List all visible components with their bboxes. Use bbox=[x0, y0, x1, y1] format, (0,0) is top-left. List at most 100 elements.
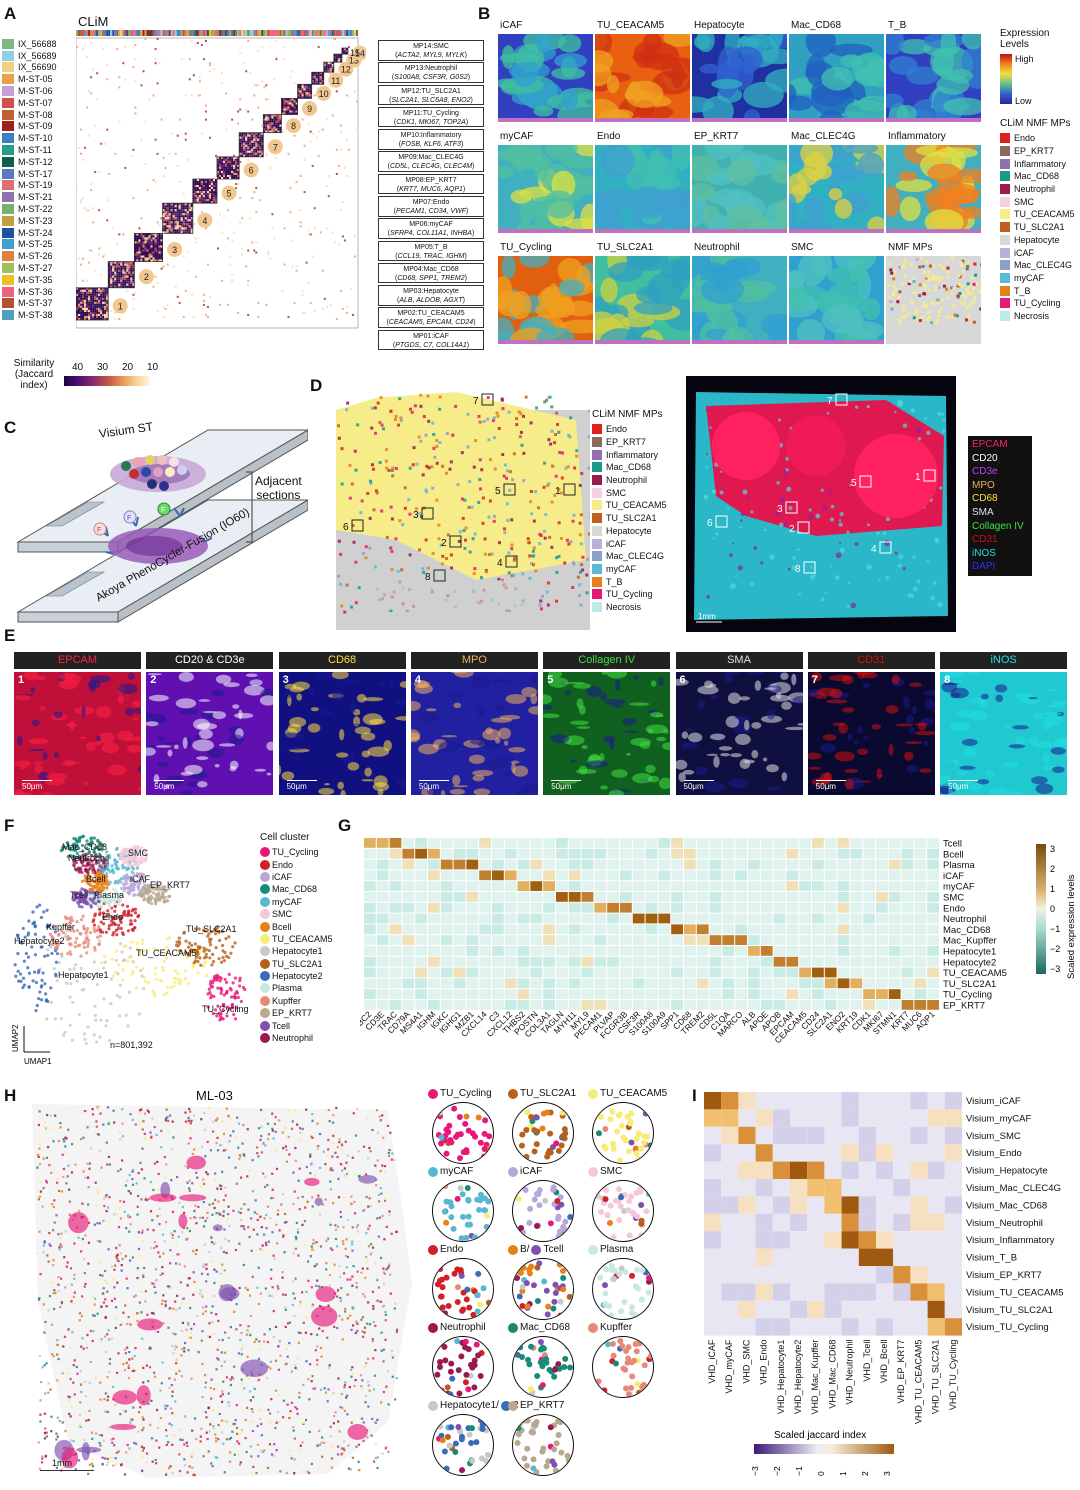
sample-swatch bbox=[2, 180, 14, 191]
umap-point bbox=[127, 892, 131, 896]
matrix-cell bbox=[94, 303, 97, 306]
umap-point bbox=[206, 992, 210, 996]
matrix-cell bbox=[86, 305, 89, 308]
matrix-cell bbox=[233, 164, 236, 167]
d-legend-swatch bbox=[592, 475, 602, 486]
matrix-speckle bbox=[301, 289, 304, 292]
sample-name: M-ST-36 bbox=[18, 286, 53, 297]
tile-spot bbox=[901, 308, 905, 312]
matrix-cell bbox=[277, 126, 280, 129]
mp-genes: (SFRP4, COL11A1, INHBA) bbox=[387, 230, 475, 238]
matrix-cell bbox=[132, 261, 135, 264]
umap-point bbox=[115, 993, 119, 998]
matrix-cell bbox=[337, 60, 340, 63]
panel-label-d: D bbox=[310, 376, 323, 395]
panel-label-c: C bbox=[4, 418, 17, 437]
umap-point bbox=[186, 952, 190, 956]
umap-point bbox=[135, 866, 139, 870]
panel-label-b: B bbox=[478, 4, 491, 23]
umap-point bbox=[120, 853, 124, 857]
module-number-badge: 6 bbox=[243, 162, 259, 178]
umap-point bbox=[22, 983, 27, 987]
matrix-cell bbox=[206, 187, 209, 190]
matrix-cell bbox=[247, 140, 250, 143]
e-texture-blob bbox=[425, 708, 437, 712]
matrix-cell bbox=[160, 235, 163, 238]
matrix-cell bbox=[263, 120, 266, 123]
matrix-cell bbox=[148, 259, 151, 262]
tile-title: Neutrophil bbox=[694, 242, 740, 253]
sample-name: M-ST-22 bbox=[18, 204, 53, 215]
e-texture-blob bbox=[885, 705, 899, 714]
matrix-speckle bbox=[343, 166, 346, 169]
e-texture-blob bbox=[176, 698, 197, 709]
matrix-speckle bbox=[243, 62, 246, 65]
matrix-cell bbox=[255, 146, 258, 149]
sample-strip-cell bbox=[311, 30, 314, 36]
matrix-speckle bbox=[309, 140, 312, 143]
map-spot bbox=[462, 528, 466, 532]
umap-point bbox=[32, 920, 36, 924]
e-texture-blob bbox=[232, 704, 240, 709]
if-speck bbox=[791, 565, 797, 571]
if-speck bbox=[709, 426, 712, 429]
matrix-cell bbox=[182, 227, 185, 230]
matrix-cell bbox=[82, 289, 85, 292]
umap-point bbox=[195, 948, 199, 952]
e-texture-blob bbox=[184, 764, 203, 775]
d-legend-item: Hepatocyte bbox=[592, 525, 667, 538]
tile-spot bbox=[938, 263, 942, 267]
nmf-legend-item: iCAF bbox=[1000, 246, 1075, 259]
matrix-cell bbox=[162, 227, 165, 230]
matrix-cell bbox=[130, 275, 133, 278]
matrix-cell bbox=[269, 120, 272, 123]
umap-point bbox=[67, 846, 71, 851]
matrix-cell bbox=[170, 223, 173, 226]
matrix-cell bbox=[202, 201, 205, 204]
map-spot bbox=[472, 465, 476, 469]
e-texture-blob bbox=[147, 673, 163, 676]
matrix-cell bbox=[164, 215, 167, 218]
matrix-cell bbox=[98, 295, 101, 298]
sample-strip-cell bbox=[120, 30, 123, 36]
matrix-cell bbox=[138, 247, 141, 250]
umap-point bbox=[233, 941, 237, 945]
sample-strip-cell bbox=[223, 30, 226, 36]
matrix-cell bbox=[219, 170, 222, 173]
umap-point bbox=[146, 981, 150, 985]
matrix-cell bbox=[150, 257, 153, 260]
matrix-cell bbox=[156, 237, 159, 240]
umap-point bbox=[131, 884, 135, 888]
tile-edge bbox=[692, 340, 787, 344]
matrix-cell bbox=[154, 233, 157, 236]
matrix-cell bbox=[112, 265, 115, 268]
matrix-cell bbox=[150, 245, 153, 248]
d-legend-name: Hepatocyte bbox=[606, 525, 652, 536]
tile-title: Mac_CLEC4G bbox=[791, 131, 856, 142]
matrix-cell bbox=[333, 58, 336, 61]
matrix-cell bbox=[235, 158, 238, 161]
d-legend-swatch bbox=[592, 601, 602, 612]
matrix-speckle bbox=[208, 70, 211, 73]
e-texture-blob bbox=[219, 743, 236, 747]
matrix-cell bbox=[251, 140, 254, 143]
d-legend-item: TU_Cycling bbox=[592, 588, 667, 601]
e-texture-blob bbox=[537, 694, 553, 705]
matrix-cell bbox=[188, 219, 191, 222]
tile-blob bbox=[886, 93, 904, 109]
e-texture-blob bbox=[725, 715, 739, 728]
tile-blob bbox=[724, 257, 761, 278]
roi-number: 1 bbox=[555, 486, 561, 497]
tile-spot bbox=[911, 301, 915, 305]
matrix-cell bbox=[166, 225, 169, 228]
matrix-cell bbox=[214, 195, 217, 198]
e-texture-blob bbox=[729, 753, 742, 758]
matrix-cell bbox=[160, 249, 163, 252]
map-spot bbox=[337, 574, 341, 578]
matrix-cell bbox=[148, 257, 151, 260]
e-texture-blob bbox=[373, 775, 388, 788]
tile-spot bbox=[933, 288, 937, 292]
map-spot bbox=[528, 500, 532, 504]
map-spot bbox=[510, 518, 514, 522]
matrix-cell bbox=[176, 207, 179, 210]
